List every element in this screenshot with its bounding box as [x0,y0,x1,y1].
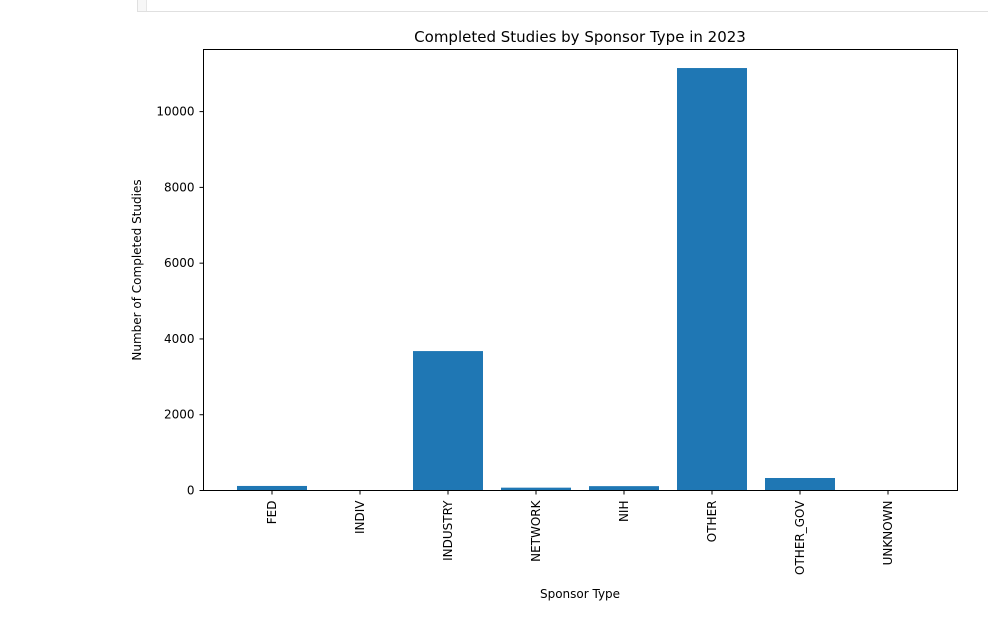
notebook-cell-input-area [146,0,988,11]
x-axis-label: Sponsor Type [540,587,620,601]
y-tick-label: 6000 [164,256,195,270]
x-tick-label-industry: INDUSTRY [441,500,455,561]
x-tick-label-other: OTHER [705,501,719,543]
bar-fed [237,485,307,491]
x-tick-label-nih: NIH [617,501,631,523]
bar-nih [589,486,659,491]
x-tick-label-network: NETWORK [529,499,543,562]
y-tick-label: 2000 [164,408,195,422]
x-tick-label-fed: FED [265,501,279,525]
y-tick-label: 10000 [156,105,194,119]
y-axis: 0 2000 4000 6000 8000 10000 [156,105,204,498]
bar-industry [413,351,483,491]
plot-frame [203,49,958,491]
bar-other [677,68,747,491]
x-axis: FED INDIV INDUSTRY NETWORK NIH OTHER OTHER_GOV… [265,490,895,575]
y-tick-label: 4000 [164,332,195,346]
y-axis-label: Number of Completed Studies [130,179,144,360]
x-tick-label-other-gov: OTHER_GOV [793,500,807,575]
x-tick-label-unknown: UNKNOWN [881,501,895,566]
x-tick-label-indiv: INDIV [353,500,367,534]
y-tick-label: 0 [187,484,195,498]
chart-title: Completed Studies by Sponsor Type in 202… [414,28,746,46]
plot-area [237,68,923,491]
bar-network [501,487,571,491]
bar-other-gov [765,477,835,491]
y-tick-label: 8000 [164,180,195,194]
